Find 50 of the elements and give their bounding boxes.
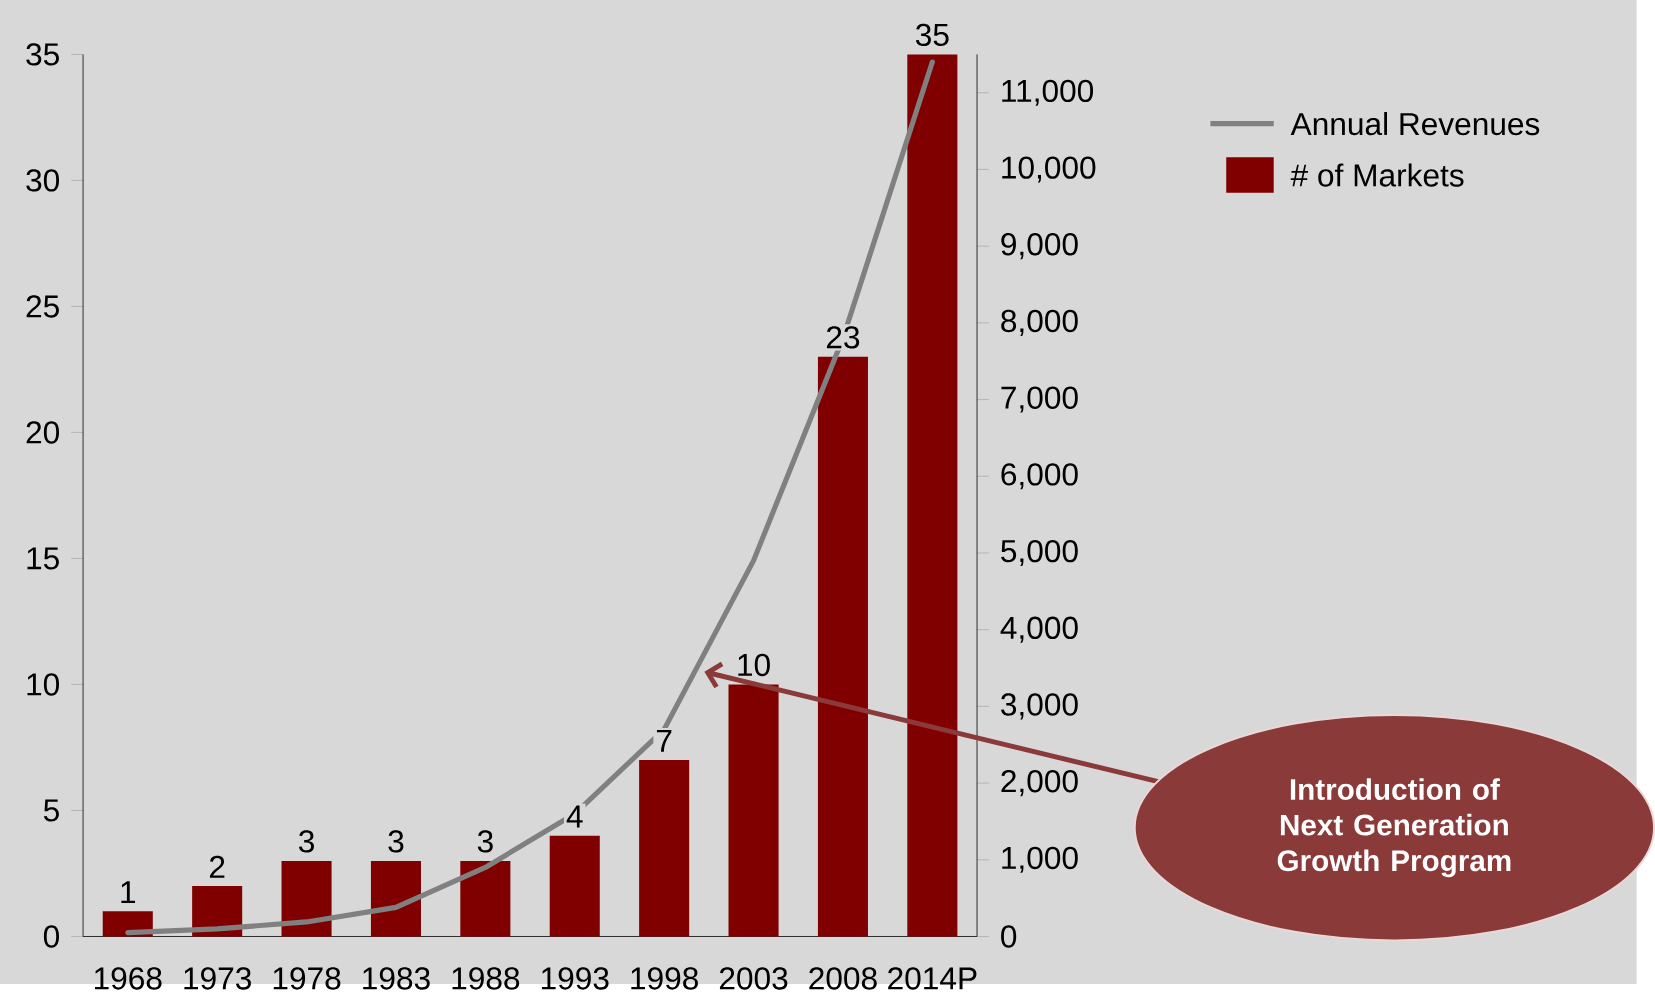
y2-tick-label: 4,000 xyxy=(1000,616,1078,643)
data-label: 3 xyxy=(477,830,493,853)
data-label: 3 xyxy=(388,830,404,853)
y2-tick-label: 6,000 xyxy=(1001,463,1078,490)
y2-tick-label: 8,000 xyxy=(1001,309,1078,336)
y2-tick-label: 10,000 xyxy=(1002,156,1096,183)
y-tick-label: 5 xyxy=(43,799,59,822)
data-label: 10 xyxy=(738,653,770,677)
x-tick-label: 1983 xyxy=(363,967,430,990)
x-tick-label: 1968 xyxy=(94,967,162,990)
bar xyxy=(817,356,868,937)
legend-label: # of Markets xyxy=(1290,163,1464,187)
data-label: 4 xyxy=(566,805,583,828)
y-tick-label: 30 xyxy=(26,169,59,192)
y-tick-label: 35 xyxy=(26,43,59,66)
x-tick-label: 1988 xyxy=(452,967,520,990)
bar xyxy=(907,54,958,937)
x-tick-label: 2003 xyxy=(719,967,788,990)
y-tick-label: 15 xyxy=(27,547,59,570)
x-tick-label: 1998 xyxy=(631,967,698,990)
bar xyxy=(281,860,332,937)
x-tick-label: 1978 xyxy=(273,967,341,990)
x-tick-label: 2014P xyxy=(888,967,977,990)
data-label: 35 xyxy=(915,23,949,47)
y2-tick-label: 5,000 xyxy=(1001,539,1078,566)
y-tick-label: 10 xyxy=(27,673,59,696)
legend-label: Annual Revenues xyxy=(1290,111,1540,136)
data-label: 2 xyxy=(209,855,225,878)
data-label: 1 xyxy=(121,881,136,903)
y-tick-label: 0 xyxy=(43,925,60,948)
y2-tick-label: 7,000 xyxy=(1001,386,1078,413)
y2-tick-label: 1,000 xyxy=(1002,846,1078,873)
x-tick-label: 2008 xyxy=(809,967,877,990)
y2-tick-label: 9,000 xyxy=(1001,233,1078,260)
y2-tick-label: 2,000 xyxy=(1001,769,1078,797)
bar xyxy=(460,860,511,937)
y2-tick-label: 11,000 xyxy=(1002,79,1094,106)
text: Introduction of Next Generation Growth Program xyxy=(1277,778,1511,878)
y2-tick-label: 3,000 xyxy=(1001,693,1078,720)
data-label: 3 xyxy=(298,830,314,853)
bar xyxy=(370,860,421,937)
y2-tick-label: 0 xyxy=(1001,925,1017,948)
x-tick-label: 1973 xyxy=(184,967,251,990)
bar xyxy=(639,760,690,937)
x-tick-label: 1993 xyxy=(541,967,609,990)
bar xyxy=(549,835,600,937)
y-tick-label: 20 xyxy=(26,421,59,444)
data-label: 7 xyxy=(656,729,672,752)
bar xyxy=(728,684,779,937)
y-tick-label: 25 xyxy=(26,295,59,318)
